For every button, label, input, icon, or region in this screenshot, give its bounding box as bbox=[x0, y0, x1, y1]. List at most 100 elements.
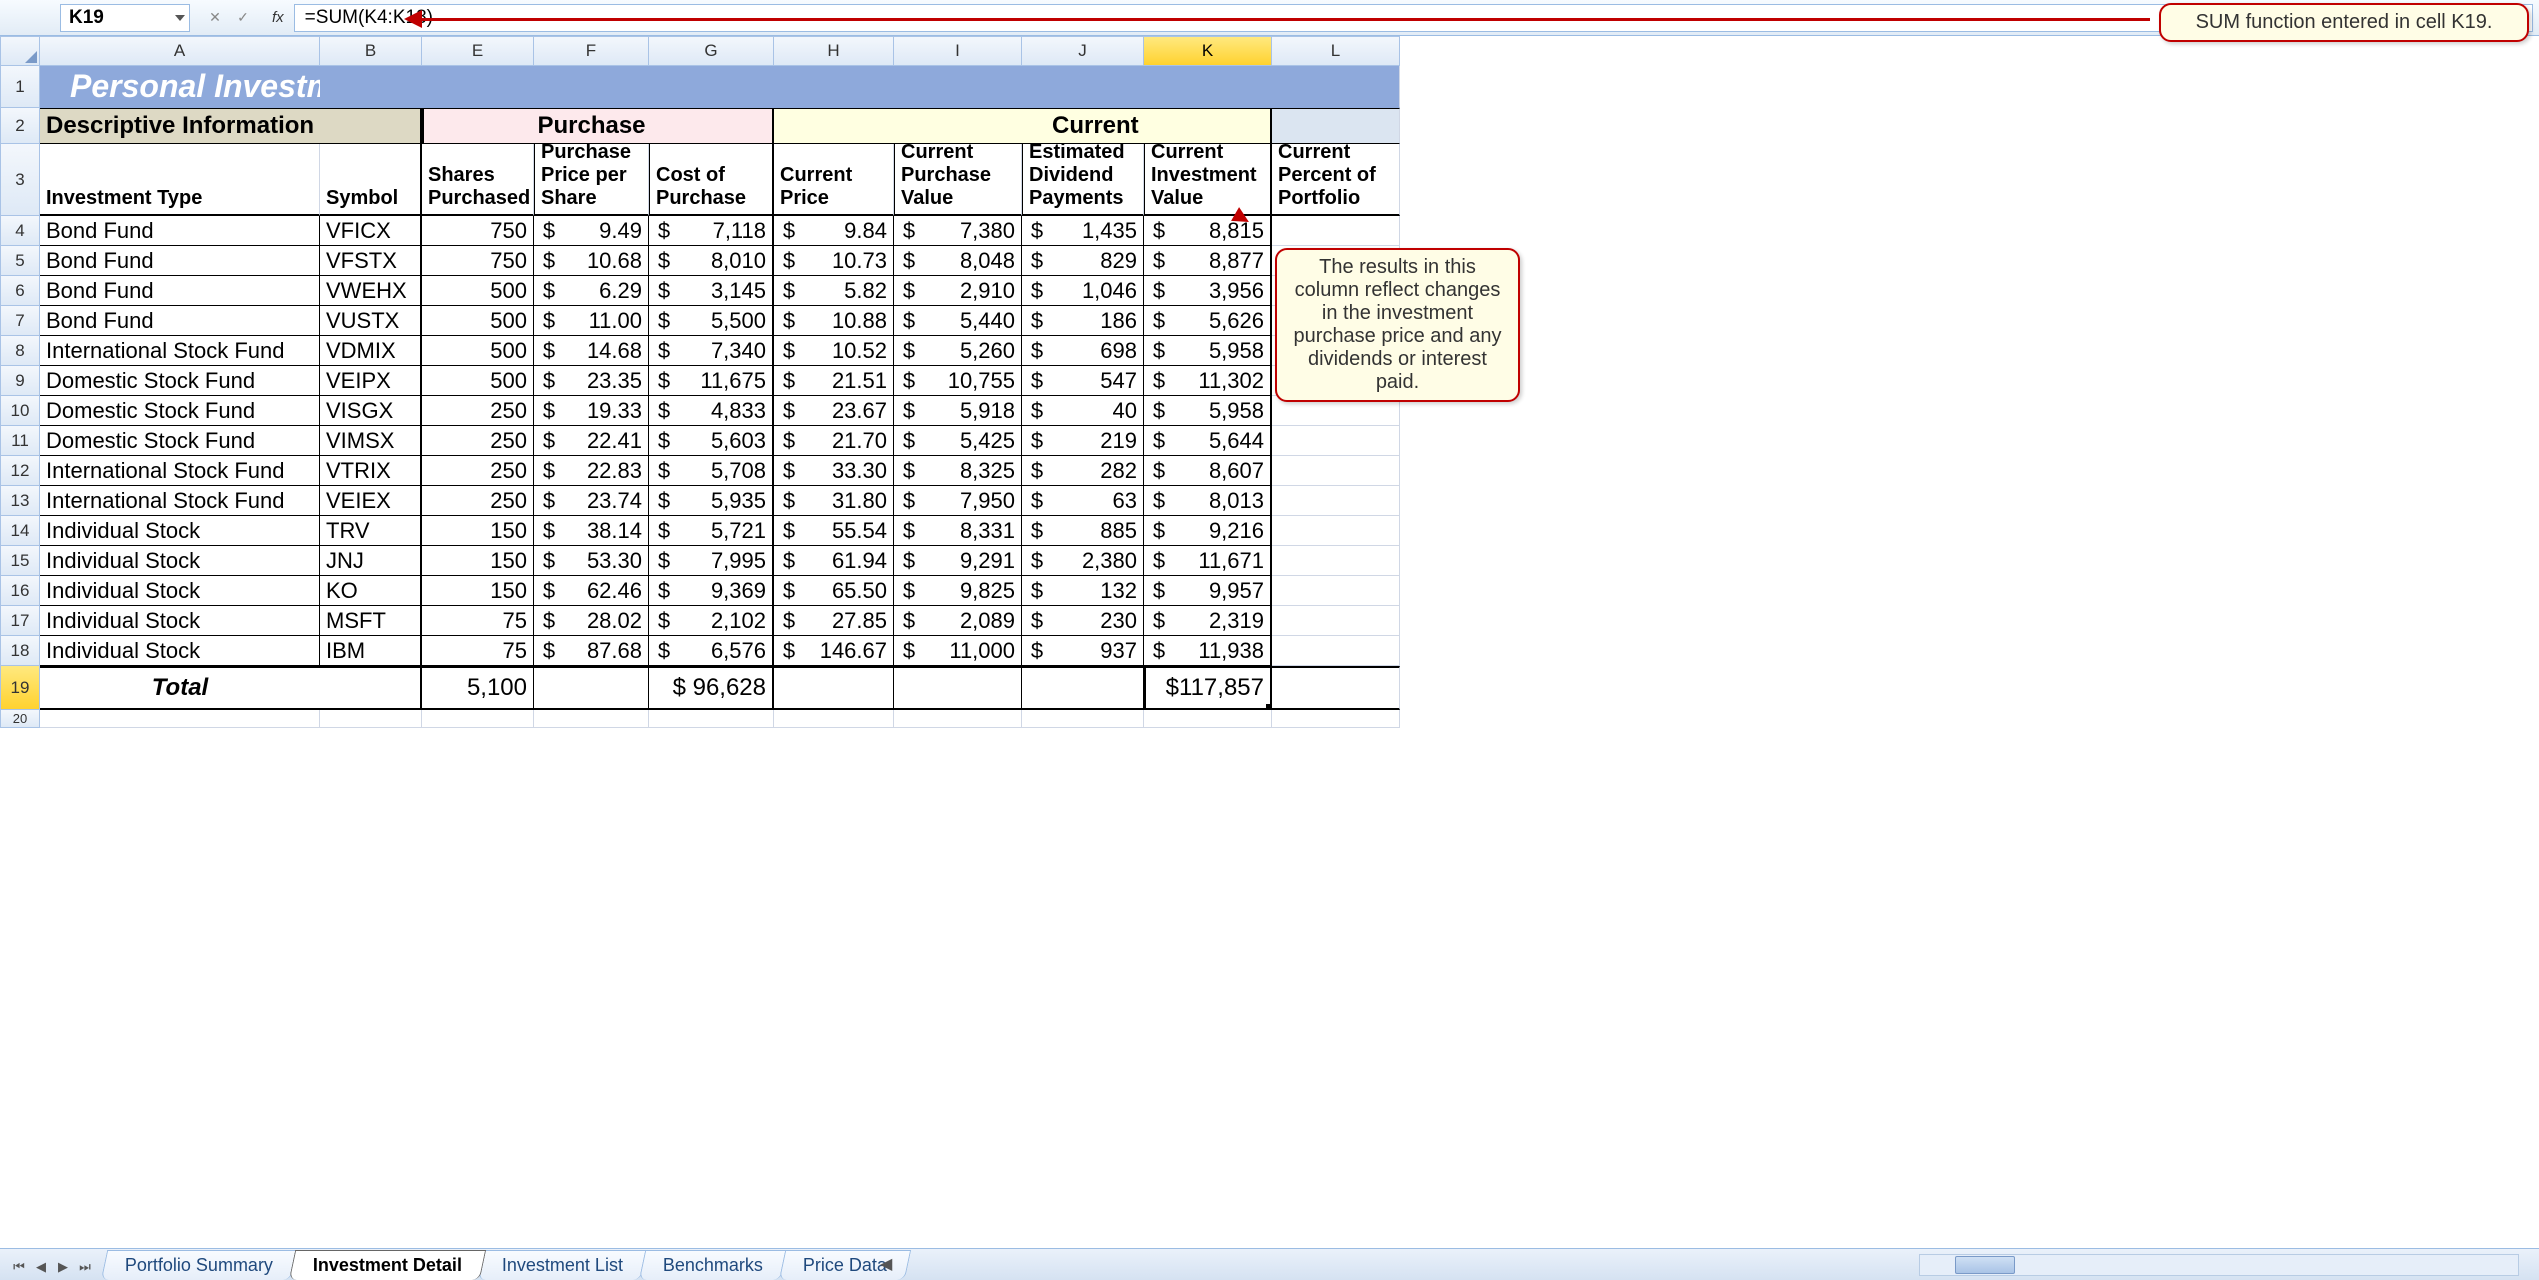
total-cost[interactable]: $ 96,628 bbox=[649, 666, 774, 710]
cell-F[interactable]: $23.35 bbox=[534, 366, 649, 396]
cell-K[interactable]: $5,644 bbox=[1144, 426, 1272, 456]
cell[interactable] bbox=[1022, 710, 1144, 728]
header-investment-type[interactable]: Investment Type bbox=[40, 144, 320, 216]
row-header-15[interactable]: 15 bbox=[0, 546, 40, 576]
cell[interactable] bbox=[320, 108, 422, 144]
cell-H[interactable]: $23.67 bbox=[774, 396, 894, 426]
cell-shares[interactable]: 500 bbox=[422, 276, 534, 306]
cell-symbol[interactable]: VFSTX bbox=[320, 246, 422, 276]
cell[interactable] bbox=[320, 710, 422, 728]
cell-J[interactable]: $230 bbox=[1022, 606, 1144, 636]
cell-J[interactable]: $547 bbox=[1022, 366, 1144, 396]
cell-F[interactable]: $9.49 bbox=[534, 216, 649, 246]
cell-I[interactable]: $9,291 bbox=[894, 546, 1022, 576]
cell[interactable] bbox=[649, 710, 774, 728]
cell-J[interactable]: $282 bbox=[1022, 456, 1144, 486]
cell-J[interactable]: $885 bbox=[1022, 516, 1144, 546]
cell-J[interactable]: $937 bbox=[1022, 636, 1144, 666]
col-header-G[interactable]: G bbox=[649, 36, 774, 66]
col-header-J[interactable]: J bbox=[1022, 36, 1144, 66]
cell-H[interactable]: $55.54 bbox=[774, 516, 894, 546]
cell[interactable] bbox=[40, 710, 320, 728]
cell-G[interactable]: $5,603 bbox=[649, 426, 774, 456]
header-portfolio-pct[interactable]: Current Percent of Portfolio bbox=[1272, 144, 1400, 216]
cell-K[interactable]: $5,958 bbox=[1144, 396, 1272, 426]
chevron-down-icon[interactable] bbox=[175, 15, 185, 21]
cell-investment-type[interactable]: Bond Fund bbox=[40, 276, 320, 306]
cell-G[interactable]: $2,102 bbox=[649, 606, 774, 636]
cell-H[interactable]: $10.88 bbox=[774, 306, 894, 336]
cell-investment-type[interactable]: Domestic Stock Fund bbox=[40, 366, 320, 396]
row-header-14[interactable]: 14 bbox=[0, 516, 40, 546]
cell-F[interactable]: $23.74 bbox=[534, 486, 649, 516]
cell-G[interactable]: $7,995 bbox=[649, 546, 774, 576]
cell[interactable] bbox=[1272, 710, 1400, 728]
cell[interactable] bbox=[534, 710, 649, 728]
cell[interactable] bbox=[774, 710, 894, 728]
cell-investment-type[interactable]: Bond Fund bbox=[40, 306, 320, 336]
cell-G[interactable]: $6,576 bbox=[649, 636, 774, 666]
row-header-3[interactable]: 3 bbox=[0, 144, 40, 216]
tab-scroll-icon[interactable]: ◀ bbox=[880, 1254, 892, 1274]
cell[interactable] bbox=[894, 66, 1022, 108]
cell-G[interactable]: $9,369 bbox=[649, 576, 774, 606]
cell[interactable] bbox=[422, 108, 534, 144]
cell-F[interactable]: $62.46 bbox=[534, 576, 649, 606]
row-header-20[interactable]: 20 bbox=[0, 710, 40, 728]
tab-prev-icon[interactable]: ◀ bbox=[32, 1258, 50, 1276]
row-header-1[interactable]: 1 bbox=[0, 66, 40, 108]
cell-investment-type[interactable]: Individual Stock bbox=[40, 606, 320, 636]
cell-I[interactable]: $10,755 bbox=[894, 366, 1022, 396]
cell-shares[interactable]: 750 bbox=[422, 216, 534, 246]
cell-K[interactable]: $5,626 bbox=[1144, 306, 1272, 336]
cell-F[interactable]: $22.83 bbox=[534, 456, 649, 486]
cell-J[interactable]: $40 bbox=[1022, 396, 1144, 426]
cell-investment-type[interactable]: Individual Stock bbox=[40, 636, 320, 666]
header-cost[interactable]: Cost of Purchase bbox=[649, 144, 774, 216]
cell-investment-type[interactable]: Domestic Stock Fund bbox=[40, 426, 320, 456]
row-header-5[interactable]: 5 bbox=[0, 246, 40, 276]
cell-G[interactable]: $5,935 bbox=[649, 486, 774, 516]
cell[interactable] bbox=[649, 66, 774, 108]
cell-I[interactable]: $8,325 bbox=[894, 456, 1022, 486]
cell-investment-type[interactable]: International Stock Fund bbox=[40, 336, 320, 366]
section-descriptive[interactable]: Descriptive Information bbox=[40, 108, 320, 144]
cell[interactable] bbox=[774, 666, 894, 710]
cell-shares[interactable]: 75 bbox=[422, 636, 534, 666]
cell-F[interactable]: $28.02 bbox=[534, 606, 649, 636]
cell-J[interactable]: $1,046 bbox=[1022, 276, 1144, 306]
cancel-icon[interactable]: ✕ bbox=[204, 7, 226, 29]
cell-symbol[interactable]: VISGX bbox=[320, 396, 422, 426]
sheet-tab[interactable]: Investment Detail bbox=[289, 1250, 486, 1280]
col-header-A[interactable]: A bbox=[40, 36, 320, 66]
cell-investment-type[interactable]: International Stock Fund bbox=[40, 456, 320, 486]
row-header-8[interactable]: 8 bbox=[0, 336, 40, 366]
cell-investment-type[interactable]: Individual Stock bbox=[40, 546, 320, 576]
cell-J[interactable]: $829 bbox=[1022, 246, 1144, 276]
cell-L[interactable] bbox=[1272, 216, 1400, 246]
cell[interactable] bbox=[1272, 66, 1400, 108]
cell-G[interactable]: $5,721 bbox=[649, 516, 774, 546]
row-header-11[interactable]: 11 bbox=[0, 426, 40, 456]
enter-icon[interactable]: ✓ bbox=[232, 7, 254, 29]
row-header-7[interactable]: 7 bbox=[0, 306, 40, 336]
cell-L[interactable] bbox=[1272, 426, 1400, 456]
cell-L[interactable] bbox=[1272, 516, 1400, 546]
cell-symbol[interactable]: JNJ bbox=[320, 546, 422, 576]
cell[interactable] bbox=[774, 66, 894, 108]
tab-first-icon[interactable]: ⏮ bbox=[10, 1258, 28, 1276]
cell[interactable] bbox=[320, 666, 422, 710]
cell-L[interactable] bbox=[1272, 546, 1400, 576]
cell-H[interactable]: $61.94 bbox=[774, 546, 894, 576]
cell-shares[interactable]: 75 bbox=[422, 606, 534, 636]
row-header-9[interactable]: 9 bbox=[0, 366, 40, 396]
cell-K[interactable]: $8,607 bbox=[1144, 456, 1272, 486]
cell-K[interactable]: $9,216 bbox=[1144, 516, 1272, 546]
row-header-17[interactable]: 17 bbox=[0, 606, 40, 636]
cell[interactable] bbox=[422, 66, 534, 108]
cell-F[interactable]: $14.68 bbox=[534, 336, 649, 366]
select-all-corner[interactable] bbox=[0, 36, 40, 66]
cell-I[interactable]: $5,440 bbox=[894, 306, 1022, 336]
cell-shares[interactable]: 250 bbox=[422, 456, 534, 486]
cell[interactable] bbox=[534, 66, 649, 108]
